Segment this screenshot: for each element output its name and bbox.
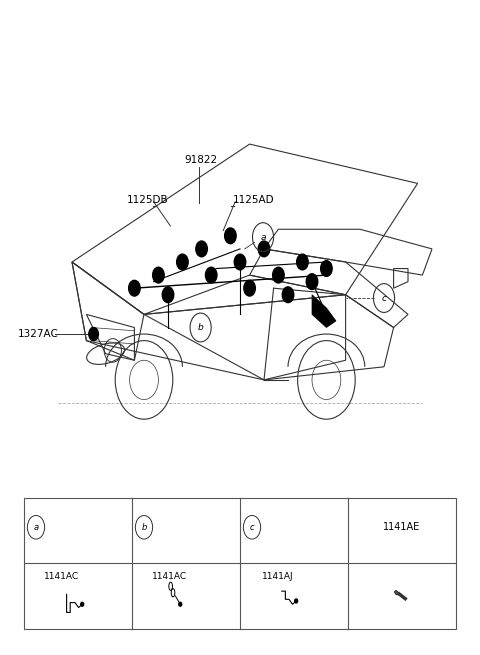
Text: b: b [141, 523, 147, 532]
Circle shape [179, 603, 181, 607]
Circle shape [282, 287, 294, 303]
Text: a: a [260, 233, 266, 242]
Text: 1141AC: 1141AC [44, 572, 79, 581]
Text: c: c [250, 523, 254, 532]
Circle shape [297, 254, 308, 270]
Circle shape [196, 241, 207, 257]
Text: 1141AJ: 1141AJ [262, 572, 294, 581]
Circle shape [225, 228, 236, 244]
Circle shape [162, 287, 174, 303]
Circle shape [129, 280, 140, 296]
Polygon shape [312, 295, 336, 328]
Text: a: a [34, 523, 38, 532]
Ellipse shape [395, 591, 398, 595]
Circle shape [258, 241, 270, 257]
Text: 91822: 91822 [184, 155, 217, 165]
Text: 1125AD: 1125AD [233, 195, 275, 205]
Circle shape [177, 254, 188, 270]
Circle shape [273, 267, 284, 283]
Circle shape [306, 274, 318, 290]
Circle shape [321, 261, 332, 276]
Text: 1141AC: 1141AC [152, 572, 187, 581]
Text: 1141AE: 1141AE [384, 522, 420, 533]
Circle shape [295, 599, 298, 603]
Text: b: b [198, 323, 204, 332]
Circle shape [81, 603, 84, 607]
Text: 1327AC: 1327AC [18, 329, 59, 339]
Circle shape [153, 267, 164, 283]
Circle shape [89, 328, 98, 341]
Text: 1125DB: 1125DB [127, 195, 169, 205]
Bar [24, 498, 456, 629]
Circle shape [244, 280, 255, 296]
Circle shape [205, 267, 217, 283]
Circle shape [234, 254, 246, 270]
Text: c: c [382, 293, 386, 303]
